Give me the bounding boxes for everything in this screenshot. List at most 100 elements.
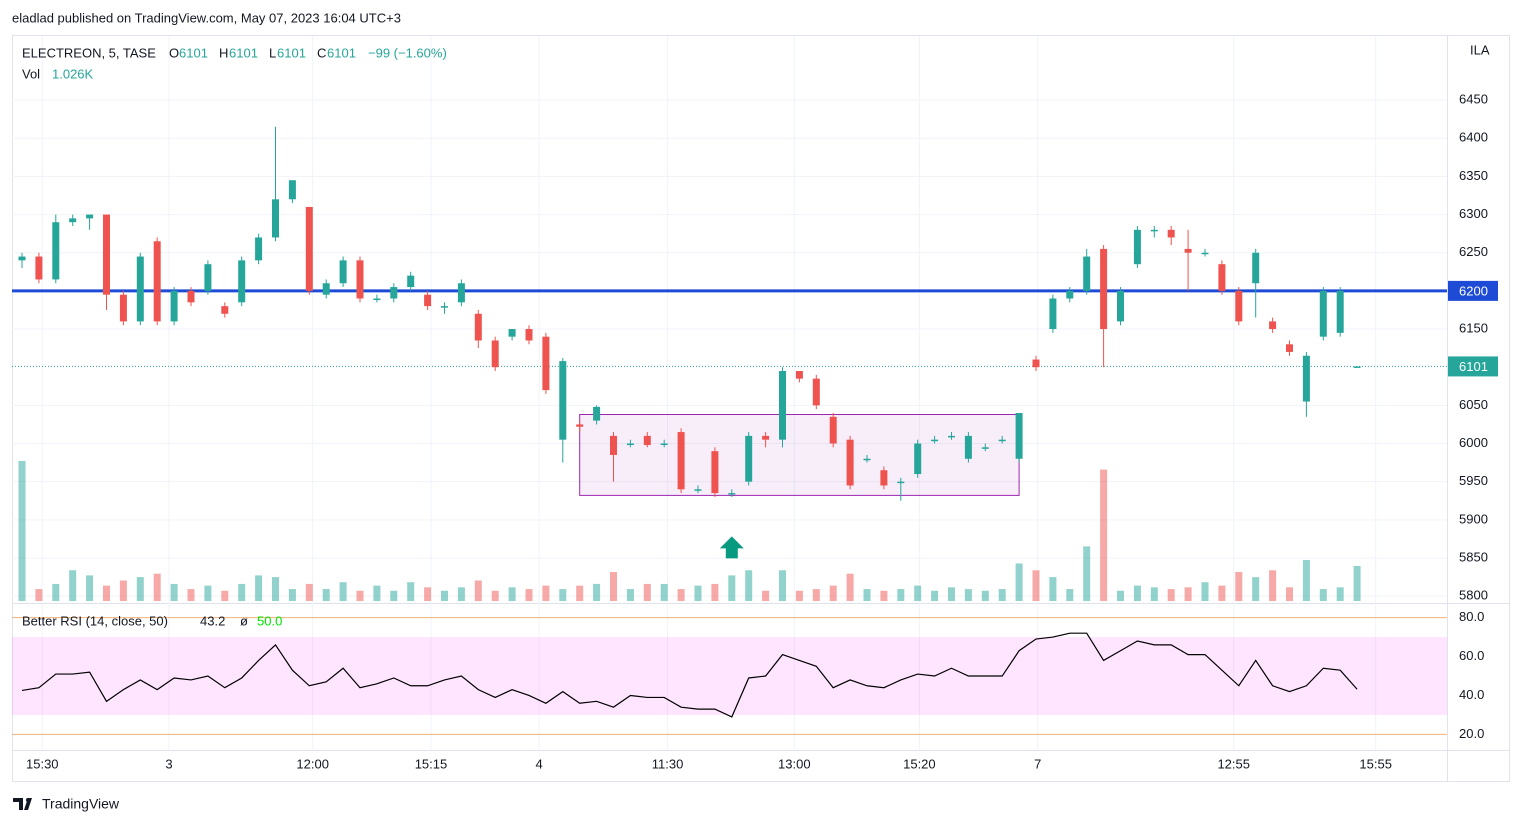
candle-body — [795, 371, 803, 379]
range-box — [579, 414, 1020, 496]
candle-body — [779, 371, 786, 440]
candle-body — [1235, 290, 1243, 322]
volume-bar — [610, 571, 617, 601]
c-value: 6101 — [327, 45, 356, 60]
volume-bar — [1100, 469, 1108, 601]
candle-body — [322, 283, 330, 295]
volume-bar — [1150, 587, 1158, 601]
candle-body — [880, 470, 888, 486]
volume-bar — [170, 583, 178, 601]
candle-body — [897, 481, 905, 484]
volume-bar — [1286, 587, 1293, 601]
arrow-up — [719, 536, 744, 559]
o-label: O — [169, 45, 179, 60]
y-tick-label: 6400 — [1459, 130, 1488, 145]
candle-body — [1066, 290, 1074, 299]
candle-body — [136, 256, 144, 322]
volume-bar — [1066, 589, 1074, 601]
last-price-label: 6101 — [1459, 359, 1488, 374]
volume-bar — [626, 589, 634, 601]
last-price-box — [1448, 356, 1498, 377]
candle-body — [187, 290, 195, 303]
candle-body — [948, 435, 955, 438]
volume-bar — [542, 585, 550, 601]
brand: TradingView — [42, 796, 120, 812]
volume-bar — [508, 587, 516, 601]
candle-body — [643, 435, 651, 446]
volume-bar — [1252, 577, 1260, 601]
volume-bar — [441, 590, 448, 601]
volume-bar — [964, 589, 972, 601]
volume-bar — [846, 573, 854, 601]
candle-body — [914, 443, 922, 475]
volume-bar — [221, 590, 229, 601]
candle-body — [339, 260, 347, 284]
candle-body — [576, 424, 584, 427]
candle-body — [1286, 344, 1293, 352]
y-tick-label: 6150 — [1459, 320, 1488, 335]
candle-body — [356, 260, 364, 299]
volume-bar — [1117, 590, 1124, 601]
candle-body — [52, 222, 60, 280]
plot: 5800 5850 5900 5950 6000 6050 6150 6250 6300 6350… — [12, 36, 1498, 771]
candle-body — [441, 306, 448, 308]
candle-body — [474, 313, 482, 341]
candle-body — [1015, 412, 1023, 459]
candle-body — [762, 435, 770, 440]
volume-bar — [728, 575, 736, 601]
candle-body — [677, 432, 685, 490]
candle-body — [1049, 298, 1057, 330]
x-tick-label: 15:15 — [415, 756, 448, 771]
candle-body — [660, 443, 668, 446]
h-value: 6101 — [229, 45, 258, 60]
o-value: 6101 — [179, 45, 208, 60]
y-tick-label: 6250 — [1459, 244, 1488, 259]
y-tick-label: 5800 — [1459, 588, 1488, 603]
candle-body — [1353, 366, 1361, 368]
volume-bar — [1049, 577, 1057, 601]
candle-body — [424, 294, 432, 307]
volume-bar — [779, 570, 786, 601]
volume-bar — [593, 583, 601, 601]
candle-body — [373, 298, 381, 301]
rsi-line — [21, 632, 1358, 718]
volume-bar — [1133, 585, 1141, 601]
published-note: eladlad published on TradingView.com, Ma… — [12, 10, 401, 25]
l-label: L — [269, 45, 276, 60]
volume-bar — [153, 573, 161, 601]
rsi-tick-label: 20.0 — [1459, 726, 1484, 741]
candle-body — [829, 416, 837, 444]
candle-body — [1336, 290, 1344, 333]
candle-body — [35, 256, 43, 280]
candle-body — [390, 287, 398, 299]
volume-bar — [457, 587, 465, 601]
volume-bar — [1201, 582, 1209, 601]
vol-value: 1.026K — [52, 66, 94, 81]
hline-price-box — [1448, 280, 1498, 301]
y-tick-label: 5850 — [1459, 549, 1488, 564]
volume-bar — [305, 583, 313, 601]
x-tick-label: 3 — [165, 756, 172, 771]
candle-body — [1083, 256, 1091, 291]
volume-bar — [711, 583, 719, 601]
candle-body — [153, 241, 161, 322]
rsi-tick-label: 60.0 — [1459, 648, 1484, 663]
x-tick-label: 4 — [536, 756, 543, 771]
chart-frame — [12, 35, 1510, 782]
volume-bar — [1353, 565, 1361, 601]
rsi-band — [12, 637, 1447, 715]
volume-bar — [35, 589, 43, 601]
volume-bar — [255, 575, 263, 601]
candle-body — [931, 439, 939, 442]
candle-body — [1167, 229, 1175, 238]
volume-bar — [204, 585, 212, 601]
change: −99 (−1.60%) — [368, 45, 447, 60]
candle-body — [103, 214, 110, 295]
candle-body — [457, 283, 465, 303]
rsi-tick-label: 80.0 — [1459, 609, 1484, 624]
y-tick-label: 6350 — [1459, 168, 1488, 183]
volume-bar — [18, 461, 26, 601]
candle-body — [255, 237, 263, 261]
volume-bar — [390, 590, 398, 601]
volume-bar — [424, 587, 432, 601]
